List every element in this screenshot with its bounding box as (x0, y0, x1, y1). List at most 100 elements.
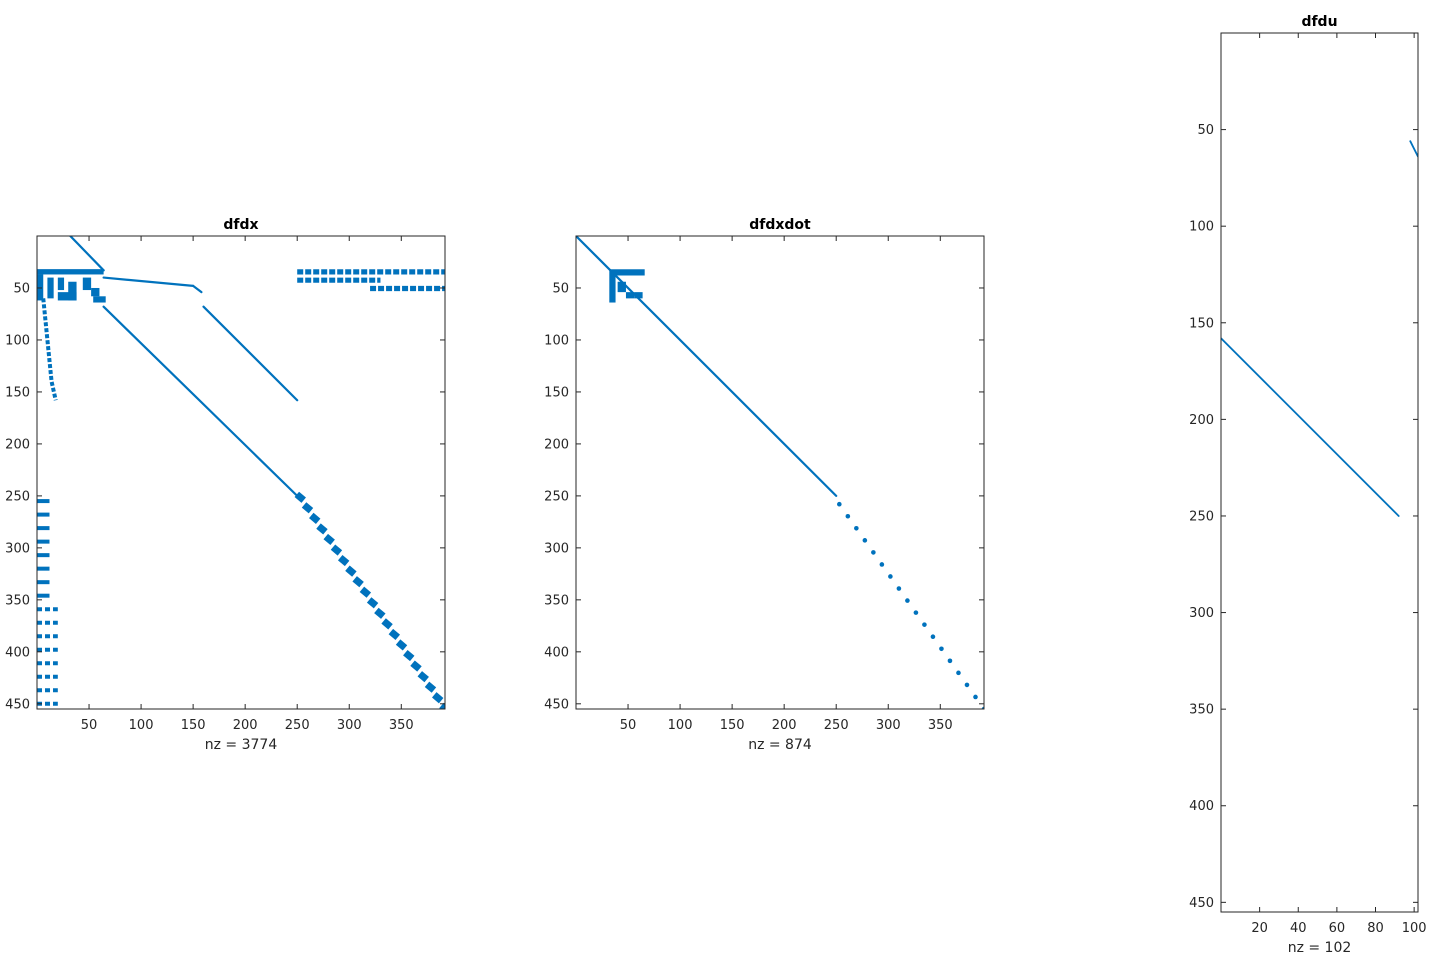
chart-panel-dfdx: 50 100 150 200 250 300 350 50 100 150 200 250 300 350… (5, 217, 446, 753)
nonzero-block-5 (68, 281, 77, 301)
nonzero-block-6 (82, 277, 92, 291)
y-tick-label: 150 (5, 385, 30, 400)
y-tick-label: 250 (5, 489, 30, 504)
axis-frame (36, 235, 446, 710)
nonzero-dot-15 (403, 649, 415, 662)
nonzero-dot-14 (956, 670, 961, 676)
x-tick-label: 150 (720, 718, 745, 733)
nonzero-column-curve (41, 298, 58, 401)
y-tick-label: 200 (1189, 413, 1214, 428)
plot-area (37, 236, 445, 709)
nonzero-line-2 (202, 305, 299, 402)
nonzero-block-8 (93, 296, 106, 303)
chart-panel-dfdu: 20 40 60 80 100 50 100 150 200 250 300 350 400 450 dfd… (1189, 14, 1426, 956)
plot-area (576, 236, 984, 709)
chart-title: dfdx (223, 217, 258, 233)
y-tick-label: 50 (1197, 123, 1214, 138)
x-tick-label: 300 (337, 718, 362, 733)
y-tick-label: 350 (5, 593, 30, 608)
y-tick-label: 400 (5, 645, 30, 660)
nonzero-dot-5 (879, 562, 885, 567)
y-tick-label: 150 (1189, 316, 1214, 331)
x-tick-label: 150 (181, 718, 206, 733)
nonzero-dot-11 (930, 634, 936, 640)
nonzero-dot-16 (973, 694, 978, 700)
x-tick-label: 100 (129, 718, 154, 733)
y-tick-label: 200 (5, 437, 30, 452)
nonzero-dot-7 (896, 586, 902, 591)
nonzero-dot-0 (294, 491, 306, 503)
y-tick-label: 400 (544, 645, 569, 660)
nonzero-block-0 (609, 269, 645, 276)
y-tick-label: 100 (5, 333, 30, 348)
chart-panel-dfdxdot: 50 100 150 200 250 300 350 50 100 150 200 250 300 350… (544, 217, 985, 753)
nonzero-line-4 (102, 276, 195, 287)
y-tick-label: 400 (1189, 799, 1214, 814)
x-axis-label: nz = 102 (1288, 940, 1352, 956)
nonzero-dot-17 (981, 706, 984, 709)
nonzero-dot-13 (947, 658, 953, 664)
x-tick-label: 100 (668, 718, 693, 733)
nonzero-line-5 (192, 284, 203, 294)
nonzero-line-0 (576, 236, 838, 497)
nonzero-dot-1 (301, 502, 314, 514)
x-tick-label: 50 (620, 718, 637, 733)
nonzero-block-0 (37, 269, 104, 275)
nonzero-dot-1 (845, 513, 851, 519)
nonzero-block-3 (625, 292, 635, 299)
y-tick-label: 300 (1189, 606, 1214, 621)
nonzero-dot-3 (316, 523, 328, 535)
x-tick-label: 250 (824, 718, 849, 733)
x-tick-label: 350 (389, 718, 414, 733)
y-tick-label: 450 (544, 697, 569, 712)
y-tick-label: 450 (1189, 896, 1214, 911)
chart-title: dfdu (1301, 14, 1337, 30)
x-tick-label: 40 (1290, 921, 1307, 936)
nonzero-dot-4 (323, 533, 335, 546)
x-tick-label: 250 (285, 718, 310, 733)
nonzero-dot-2 (854, 525, 859, 531)
nonzero-dot-5 (330, 544, 343, 556)
y-tick-label: 350 (544, 593, 569, 608)
axis-frame (575, 235, 985, 710)
x-tick-label: 50 (81, 718, 98, 733)
y-tick-label: 50 (13, 281, 30, 296)
nonzero-block-1 (609, 275, 616, 303)
axis-frame (1220, 32, 1419, 913)
nonzero-block-2 (47, 277, 54, 299)
nonzero-dot-8 (905, 598, 910, 603)
y-tick-label: 200 (544, 437, 569, 452)
x-axis-label: nz = 3774 (205, 737, 278, 753)
nonzero-dot-7 (345, 565, 357, 577)
y-tick-label: 50 (552, 281, 569, 296)
x-tick-label: 200 (772, 718, 797, 733)
nonzero-dot-19 (432, 692, 444, 704)
nonzero-line-0 (1221, 337, 1400, 517)
nonzero-line-1 (102, 305, 299, 497)
nonzero-block-4 (634, 292, 643, 299)
nonzero-dot-12 (381, 618, 393, 630)
nonzero-dot-9 (359, 586, 372, 598)
x-tick-label: 350 (928, 718, 953, 733)
x-tick-label: 200 (233, 718, 258, 733)
x-tick-label: 60 (1329, 921, 1346, 936)
nonzero-dot-3 (862, 538, 868, 543)
nonzero-line-0 (69, 236, 105, 272)
y-tick-label: 450 (5, 697, 30, 712)
nonzero-dot-18 (424, 681, 437, 693)
y-tick-label: 100 (544, 333, 569, 348)
plot-area (1221, 140, 1418, 517)
x-axis-label: nz = 874 (748, 737, 812, 753)
nonzero-block-4 (57, 292, 77, 301)
y-tick-label: 250 (1189, 509, 1214, 524)
nonzero-dot-6 (888, 574, 893, 579)
nonzero-dot-9 (913, 610, 919, 615)
y-tick-label: 100 (1189, 220, 1214, 235)
nonzero-block-2 (617, 281, 626, 293)
nonzero-dot-11 (374, 607, 386, 619)
x-tick-label: 80 (1367, 921, 1384, 936)
nonzero-dot-0 (837, 501, 842, 507)
nonzero-dot-17 (417, 671, 429, 683)
nonzero-block-1 (37, 274, 44, 301)
